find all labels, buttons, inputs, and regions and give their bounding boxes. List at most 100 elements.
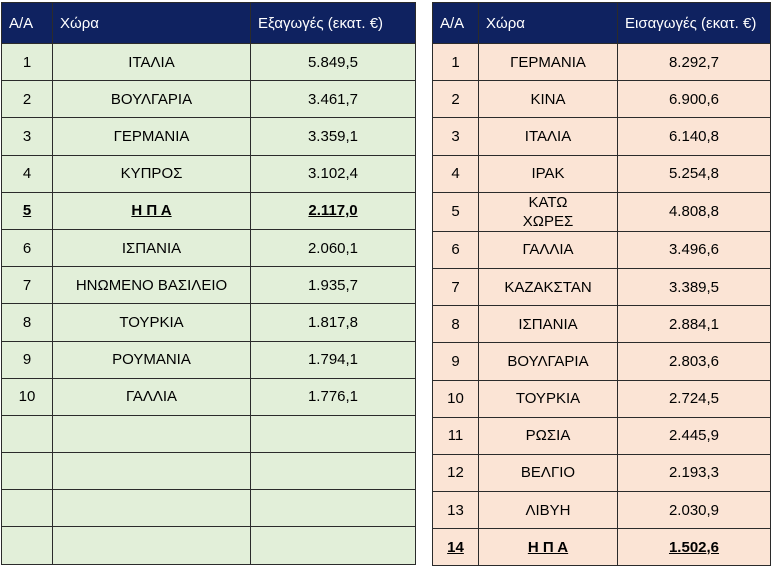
- table-row: 9 ΒΟΥΛΓΑΡΙΑ 2.803,6: [432, 342, 771, 381]
- country-cell: ΓΕΡΜΑΝΙΑ: [52, 117, 251, 156]
- empty-cell: [52, 526, 251, 565]
- header-exports-value: Εξαγωγές (εκατ. €): [250, 2, 416, 44]
- value-cell: 1.776,1: [250, 377, 416, 416]
- country-cell: ΙΤΑΛΙΑ: [478, 117, 618, 156]
- table-row: 4 ΚΥΠΡΟΣ 3.102,4: [1, 154, 416, 193]
- value-cell: 2.445,9: [617, 416, 771, 455]
- rank-cell: 8: [1, 303, 53, 342]
- table-row: 10 ΓΑΛΛΙΑ 1.776,1: [1, 377, 416, 416]
- value-cell: 6.140,8: [617, 117, 771, 156]
- rank-cell: 3: [1, 117, 53, 156]
- value-cell: 3.359,1: [250, 117, 416, 156]
- value-cell: 6.900,6: [617, 80, 771, 119]
- rank-cell: 4: [432, 154, 479, 193]
- table-row: 10 ΤΟΥΡΚΙΑ 2.724,5: [432, 379, 771, 418]
- table-row: 3 ΙΤΑΛΙΑ 6.140,8: [432, 117, 771, 156]
- empty-row: [1, 414, 416, 454]
- empty-row: [1, 452, 416, 491]
- header-rank: Α/Α: [1, 2, 53, 44]
- country-cell: ΤΟΥΡΚΙΑ: [52, 303, 251, 342]
- country-cell: ΒΟΥΛΓΑΡΙΑ: [478, 342, 618, 381]
- table-row: 1 ΓΕΡΜΑΝΙΑ 8.292,7: [432, 42, 771, 82]
- exports-table: Α/Α Χώρα Εξαγωγές (εκατ. €) 1 ΙΤΑΛΙΑ 5.849…: [1, 2, 416, 565]
- empty-row: [1, 526, 416, 565]
- country-cell: ΒΟΥΛΓΑΡΙΑ: [52, 80, 251, 119]
- value-cell: 3.389,5: [617, 267, 771, 307]
- empty-cell: [52, 414, 251, 454]
- rank-cell: 8: [432, 305, 479, 344]
- value-cell: 8.292,7: [617, 42, 771, 82]
- country-cell: ΙΤΑΛΙΑ: [52, 42, 251, 82]
- value-cell: 1.794,1: [250, 340, 416, 379]
- table-row: 7 ΚΑΖΑΚΣΤΑΝ 3.389,5: [432, 267, 771, 307]
- value-cell: 5.254,8: [617, 154, 771, 193]
- country-cell: Η Π Α: [52, 191, 251, 230]
- rank-cell: 9: [1, 340, 53, 379]
- table-row: 6 ΙΣΠΑΝΙΑ 2.060,1: [1, 228, 416, 268]
- country-cell: ΙΣΠΑΝΙΑ: [52, 228, 251, 268]
- rank-cell: 1: [1, 42, 53, 82]
- empty-row: [1, 489, 416, 528]
- empty-cell: [1, 452, 53, 491]
- table-row: 7 ΗΝΩΜΕΝΟ ΒΑΣΙΛΕΙΟ 1.935,7: [1, 266, 416, 305]
- table-row: 6 ΓΑΛΛΙΑ 3.496,6: [432, 230, 771, 269]
- value-cell: 2.724,5: [617, 379, 771, 418]
- country-cell: ΤΟΥΡΚΙΑ: [478, 379, 618, 418]
- rank-cell: 11: [432, 416, 479, 455]
- value-cell: 2.030,9: [617, 491, 771, 530]
- rank-cell: 2: [432, 80, 479, 119]
- rank-cell: 6: [432, 230, 479, 269]
- country-cell: ΓΑΛΛΙΑ: [478, 230, 618, 269]
- imports-table: Α/Α Χώρα Εισαγωγές (εκατ. €) 1 ΓΕΡΜΑΝΙΑ 8.…: [432, 2, 771, 567]
- rank-cell: 12: [432, 453, 479, 493]
- header-rank: Α/Α: [432, 2, 479, 44]
- country-cell: Η Π Α: [478, 528, 618, 567]
- rank-cell: 9: [432, 342, 479, 381]
- table-row: 5 ΚΑΤΩ ΧΩΡΕΣ 4.808,8: [432, 191, 771, 232]
- rank-cell: 1: [432, 42, 479, 82]
- country-cell: ΙΡΑΚ: [478, 154, 618, 193]
- table-row: 12 ΒΕΛΓΙΟ 2.193,3: [432, 453, 771, 493]
- empty-cell: [250, 489, 416, 528]
- country-cell: ΒΕΛΓΙΟ: [478, 453, 618, 493]
- country-cell: ΚΑΤΩ ΧΩΡΕΣ: [478, 191, 618, 232]
- table-row: 2 ΒΟΥΛΓΑΡΙΑ 3.461,7: [1, 80, 416, 119]
- table-row: 11 ΡΩΣΙΑ 2.445,9: [432, 416, 771, 455]
- table-row: 1 ΙΤΑΛΙΑ 5.849,5: [1, 42, 416, 82]
- country-cell: ΡΩΣΙΑ: [478, 416, 618, 455]
- table-row: 9 ΡΟΥΜΑΝΙΑ 1.794,1: [1, 340, 416, 379]
- empty-cell: [250, 452, 416, 491]
- empty-cell: [1, 489, 53, 528]
- country-cell: ΓΕΡΜΑΝΙΑ: [478, 42, 618, 82]
- value-cell: 1.502,6: [617, 528, 771, 567]
- empty-cell: [52, 452, 251, 491]
- value-cell: 3.461,7: [250, 80, 416, 119]
- value-cell: 1.935,7: [250, 266, 416, 305]
- value-cell: 2.193,3: [617, 453, 771, 493]
- value-cell: 2.803,6: [617, 342, 771, 381]
- value-cell: 2.884,1: [617, 305, 771, 344]
- header-country: Χώρα: [52, 2, 251, 44]
- table-row: 3 ΓΕΡΜΑΝΙΑ 3.359,1: [1, 117, 416, 156]
- rank-cell: 2: [1, 80, 53, 119]
- value-cell: 3.496,6: [617, 230, 771, 269]
- country-cell: ΚΑΖΑΚΣΤΑΝ: [478, 267, 618, 307]
- rank-cell: 7: [1, 266, 53, 305]
- rank-cell: 4: [1, 154, 53, 193]
- empty-cell: [52, 489, 251, 528]
- value-cell: 5.849,5: [250, 42, 416, 82]
- exports-header-row: Α/Α Χώρα Εξαγωγές (εκατ. €): [1, 2, 416, 44]
- empty-cell: [250, 526, 416, 565]
- table-row-highlighted: 14 Η Π Α 1.502,6: [432, 528, 771, 567]
- value-cell: 1.817,8: [250, 303, 416, 342]
- rank-cell: 3: [432, 117, 479, 156]
- country-cell: ΡΟΥΜΑΝΙΑ: [52, 340, 251, 379]
- rank-cell: 7: [432, 267, 479, 307]
- country-cell: ΛΙΒΥΗ: [478, 491, 618, 530]
- table-row: 2 ΚΙΝΑ 6.900,6: [432, 80, 771, 119]
- country-cell: ΚΙΝΑ: [478, 80, 618, 119]
- table-row: 4 ΙΡΑΚ 5.254,8: [432, 154, 771, 193]
- value-cell: 2.060,1: [250, 228, 416, 268]
- table-row: 8 ΙΣΠΑΝΙΑ 2.884,1: [432, 305, 771, 344]
- country-cell: ΗΝΩΜΕΝΟ ΒΑΣΙΛΕΙΟ: [52, 266, 251, 305]
